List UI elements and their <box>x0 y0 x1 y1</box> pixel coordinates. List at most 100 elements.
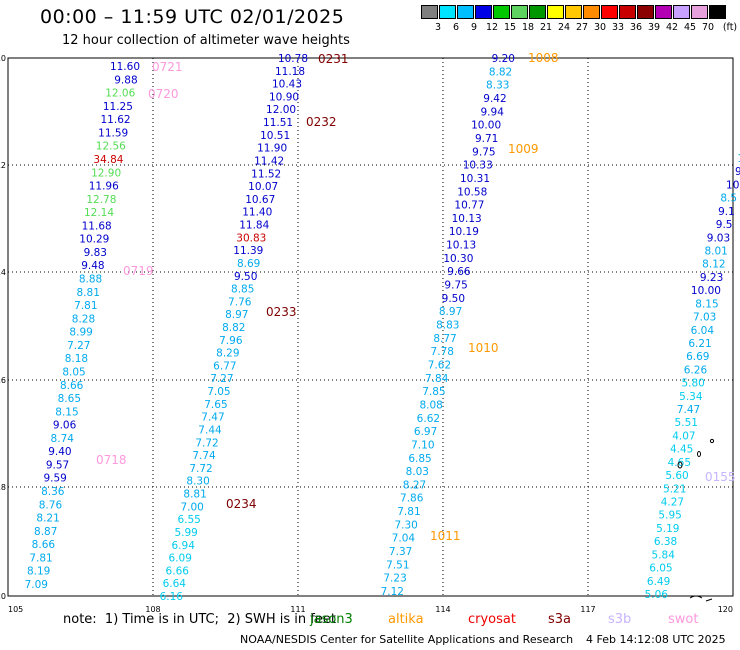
wave-height-value: 8.08 <box>419 399 442 411</box>
wave-height-value: 10.90 <box>269 91 299 103</box>
legend-label: 9 <box>470 22 478 33</box>
wave-height-value: 12.78 <box>86 194 116 206</box>
wave-height-value: 7.37 <box>389 546 412 558</box>
wave-height-value: 9.1 <box>718 206 735 218</box>
lat-tick-label: 16 <box>0 376 6 385</box>
legend-label: 36 <box>629 22 643 33</box>
wave-height-value: 10.19 <box>449 226 479 238</box>
wave-height-value: 7.05 <box>207 386 230 398</box>
legend-swatch <box>547 5 564 19</box>
wave-height-value: 5.84 <box>652 549 676 561</box>
wave-height-value: 6.69 <box>686 351 709 363</box>
wave-height-value: 30.83 <box>236 232 266 244</box>
credit-line: NOAA/NESDIS Center for Satellite Applica… <box>240 633 574 646</box>
pass-id-label: 0233 <box>266 305 297 319</box>
pass-id-label: 1009 <box>508 142 539 156</box>
wave-height-value: 7.74 <box>192 450 216 462</box>
wave-height-value: 4.27 <box>661 497 684 509</box>
wave-height-value: 7.00 <box>180 501 203 513</box>
legend-label: 6 <box>452 22 460 33</box>
legend-swatch <box>529 5 546 19</box>
wave-height-value: 8.05 <box>62 366 85 378</box>
pass-id-label: 0234 <box>226 497 257 511</box>
wave-height-value: 12.56 <box>96 141 126 153</box>
wave-height-value: 5.60 <box>665 470 688 482</box>
legend-unit: (ft) <box>722 22 738 33</box>
satellite-label-cryosat: cryosat <box>468 612 516 627</box>
wave-height-value: 6.09 <box>169 553 192 565</box>
legend-swatch <box>493 5 510 19</box>
page-subtitle: 12 hour collection of altimeter wave hei… <box>62 33 350 48</box>
wave-height-value: 10.29 <box>79 234 109 246</box>
wave-height-value: 8.69 <box>237 258 260 270</box>
wave-height-value: 11.96 <box>89 181 119 193</box>
wave-height-value: 9.42 <box>483 93 506 105</box>
wave-height-value: 7.81 <box>29 552 52 564</box>
wave-height-value: 6.97 <box>414 426 437 438</box>
wave-height-value: 11.59 <box>98 127 128 139</box>
wave-height-value: 8.36 <box>41 486 65 498</box>
wave-height-value: 7.12 <box>381 586 404 598</box>
wave-height-value: 8.81 <box>183 489 206 501</box>
lat-tick-label: 12 <box>0 161 6 170</box>
page-title: 00:00 – 11:59 UTC 02/01/2025 <box>40 6 345 28</box>
legend-swatch <box>637 5 654 19</box>
wave-height-value: 7.30 <box>394 519 417 531</box>
wave-height-value: 10.67 <box>245 194 275 206</box>
wave-height-value: 7.23 <box>383 573 406 585</box>
wave-height-value: 6.66 <box>166 565 190 577</box>
legend-swatch <box>475 5 492 19</box>
pass-id-label: 1008 <box>528 51 559 65</box>
wave-height-value: 9.88 <box>114 74 137 86</box>
lon-tick-label: 111 <box>290 605 305 614</box>
pass-id-label: 0155 <box>705 470 736 484</box>
wave-height-value: 8.18 <box>65 353 88 365</box>
wave-height-value: 11.84 <box>239 220 269 232</box>
wave-height-value: 8.65 <box>58 393 81 405</box>
wave-height-value: 11.25 <box>103 101 133 113</box>
wave-height-value: 10 <box>726 179 739 191</box>
color-legend: 3 6 9 12 15 18 21 24 27 30 33 36 39 42 45 70 (ft) <box>421 5 737 33</box>
wave-height-value: 8.77 <box>433 333 456 345</box>
legend-swatch <box>601 5 618 19</box>
wave-height-value: 7.62 <box>428 359 451 371</box>
legend-label: 12 <box>485 22 499 33</box>
wave-height-value: 5.99 <box>174 527 197 539</box>
legend-swatch <box>655 5 672 19</box>
wave-height-value: 8.21 <box>36 513 59 525</box>
wave-height-value: 9.23 <box>700 272 723 284</box>
wave-height-value: 11.90 <box>257 143 287 155</box>
wave-height-value: 7.27 <box>210 373 233 385</box>
generation-timestamp: 4 Feb 14:12:08 UTC 2025 <box>586 633 726 646</box>
wave-height-value: 9.94 <box>481 106 505 118</box>
wave-height-value: 5.21 <box>663 483 686 495</box>
satellite-label-altika: altika <box>388 612 424 627</box>
pass-id-label: 0718 <box>96 453 127 467</box>
wave-height-value: 8.97 <box>439 306 462 318</box>
wave-height-value: 8.74 <box>51 433 75 445</box>
wave-height-value: 9.75 <box>444 280 467 292</box>
wave-height-value: 7.65 <box>204 399 227 411</box>
wave-height-value: 8.15 <box>695 298 718 310</box>
lon-tick-label: 114 <box>435 605 450 614</box>
wave-height-value: 8.01 <box>704 245 727 257</box>
legend-label: 70 <box>701 22 715 33</box>
wave-height-value: 6.04 <box>691 325 715 337</box>
wave-height-value: 11.18 <box>275 66 305 78</box>
wave-height-value: 8.85 <box>231 284 254 296</box>
wave-height-value: 7.27 <box>67 340 90 352</box>
wave-height-value: 8.82 <box>222 322 245 334</box>
lat-tick-label: 18 <box>0 483 6 492</box>
wave-height-value: 8.33 <box>486 80 509 92</box>
wave-height-value: 6.77 <box>213 360 236 372</box>
legend-swatch <box>565 5 582 19</box>
legend-swatch <box>511 5 528 19</box>
legend-swatch <box>457 5 474 19</box>
wave-height-value: 8.87 <box>34 526 57 538</box>
satellite-label-swot: swot <box>668 612 699 627</box>
wave-height-value: 10.07 <box>248 181 278 193</box>
wave-height-value: 8.66 <box>60 380 84 392</box>
wave-height-value: 8.88 <box>79 274 102 286</box>
wave-height-value: 8.03 <box>406 466 429 478</box>
wave-height-value: 7.04 <box>392 533 416 545</box>
